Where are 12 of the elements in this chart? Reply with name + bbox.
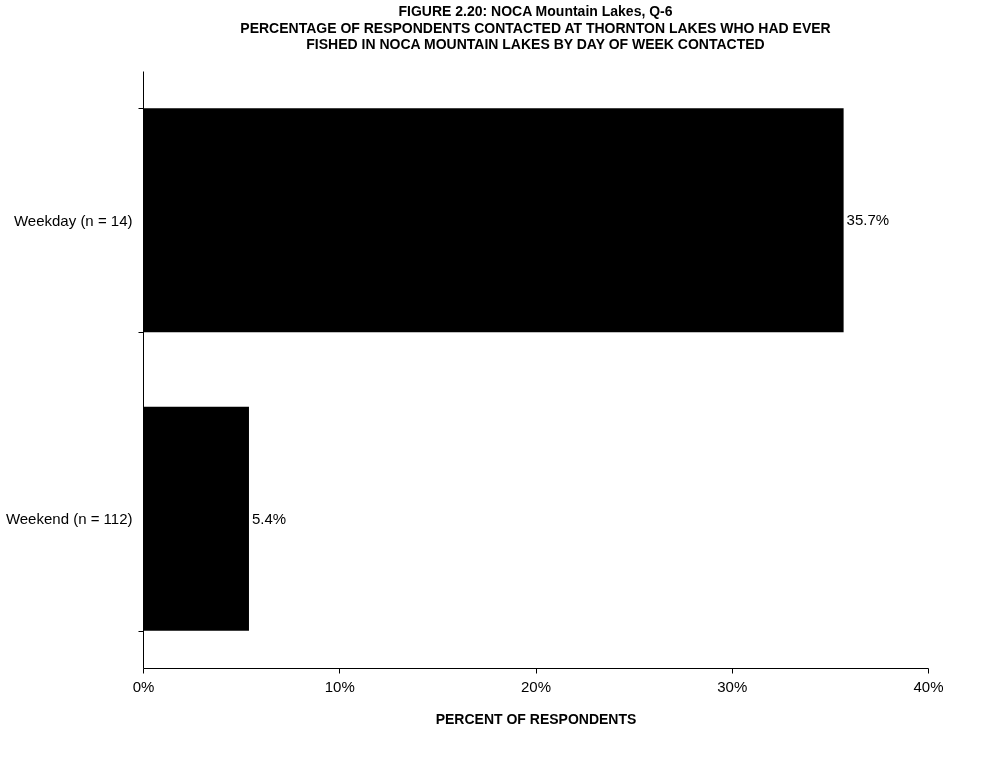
x-tick-label: 10% [324,677,355,695]
x-axis-title: PERCENT OF RESPONDENTS [435,710,637,727]
y-tick-label: Weekday (n = 14) [13,211,133,229]
data-label: 35.7% [846,211,890,229]
x-tick-label: 0% [132,677,155,695]
chart-subtitle: PERCENTAGE OF RESPONDENTS CONTACTED AT THORNTON LAKES WHO HAD EVER FISHED IN NOCA MOUNTAIN LAKES BY DAY OF WEEK CONTACTED [240,20,831,52]
x-tick-label: 30% [717,677,748,695]
x-tick-label: 40% [913,677,944,695]
data-label: 5.4% [251,509,287,527]
chart-title: FIGURE 2.20: NOCA Mountain Lakes, Q-6 [398,3,673,19]
x-tick-label: 20% [520,677,552,695]
y-tick-label: Weekend (n = 112) [5,510,133,528]
